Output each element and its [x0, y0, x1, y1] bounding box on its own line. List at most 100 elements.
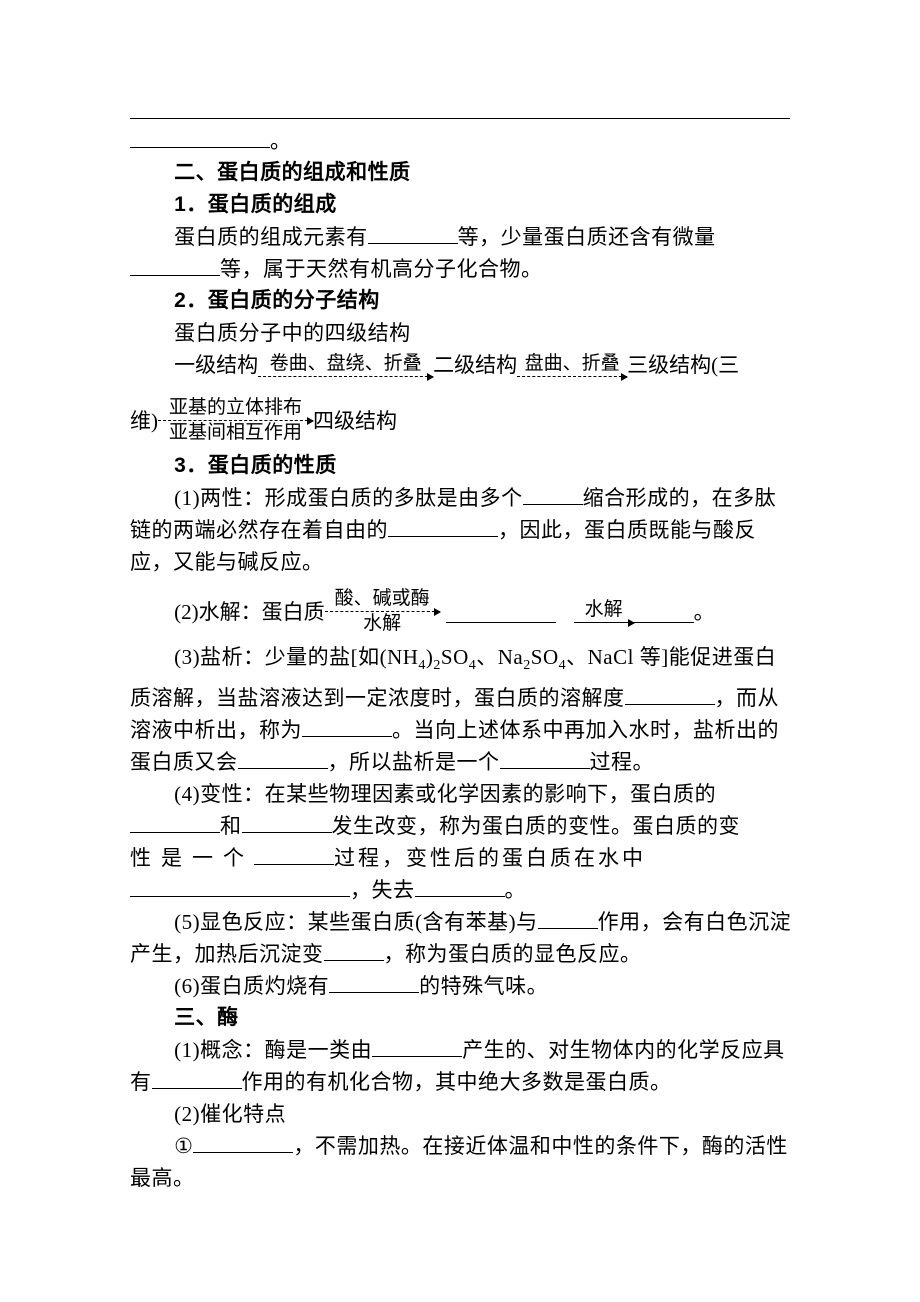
para: 蛋白质的组成元素有 等，少量蛋白质还含有微量 [130, 221, 792, 253]
para: 性是一个 过程，变性后的蛋白质在水中 [130, 842, 792, 874]
blank [329, 971, 419, 993]
blank [625, 683, 715, 705]
text: 。 [694, 596, 715, 628]
text: 。 [270, 129, 292, 153]
text: ，所以盐析是一个 [328, 750, 500, 774]
blank [500, 747, 590, 769]
blank [152, 1067, 242, 1089]
blank [302, 715, 392, 737]
text: 等，属于天然有机高分子化合物。 [220, 257, 543, 281]
arrow-frac: 酸、碱或酶 水解 [325, 588, 440, 635]
heading-2: 二、蛋白质的组成和性质 [130, 157, 792, 189]
text: (2)水解：蛋白质 [174, 596, 325, 628]
blank [242, 811, 332, 833]
text: 四级结构 [313, 405, 397, 437]
blank [538, 907, 598, 929]
arrow-frac: 水解 [574, 599, 634, 624]
arrow-frac: 亚基的立体排布 亚基间相互作用 [158, 397, 313, 444]
blank [254, 843, 334, 865]
text: 过程，变性后的蛋白质在水中 [334, 846, 646, 870]
blank [368, 222, 458, 244]
hydrolysis-row: (2)水解：蛋白质 酸、碱或酶 水解 水解 。 [174, 588, 792, 635]
solid-arrow-icon [574, 622, 634, 623]
heading-3: 1．蛋白质的组成 [130, 189, 792, 221]
text: 作用的有机化合物，其中绝大多数是蛋白质。 [242, 1070, 672, 1094]
para: 蛋白质分子中的四级结构 [130, 317, 792, 349]
blank [130, 811, 220, 833]
blank [130, 875, 350, 897]
para: (6)蛋白质灼烧有 的特殊气味。 [130, 970, 792, 1002]
blank [193, 1131, 293, 1153]
top-rule [130, 118, 790, 119]
text: 蛋白质的组成元素有 [174, 225, 368, 249]
text: ，失去 [350, 878, 415, 902]
para: ①，不需加热。在接近体温和中性的条件下，酶的活性最高。 [130, 1130, 792, 1194]
text: (3)盐析：少量的盐[如(NH [174, 645, 418, 669]
text: 三级结构(三 [627, 349, 739, 381]
subscript: 4 [559, 658, 567, 673]
text: 和 [220, 814, 242, 838]
text: (1)概念：酶是一类由 [174, 1038, 372, 1062]
subscript: 4 [418, 658, 426, 673]
document-page: 。 二、蛋白质的组成和性质 1．蛋白质的组成 蛋白质的组成元素有 等，少量蛋白质还… [130, 118, 792, 1194]
text: 盘曲、折叠 [525, 353, 620, 375]
blank [634, 601, 694, 623]
text: 过程。 [590, 750, 655, 774]
text: 的特殊气味。 [419, 974, 548, 998]
text: ① [174, 1134, 193, 1158]
para: ，失去 。 [130, 874, 792, 906]
blank [446, 601, 556, 623]
blank [372, 1035, 462, 1057]
text: 发生改变，称为蛋白质的变性。蛋白质的变 [332, 814, 741, 838]
blank [523, 483, 583, 505]
para: (1)概念：酶是一类由产生的、对生物体内的化学反应具有作用的有机化合物，其中绝大… [130, 1034, 792, 1098]
dashed-arrow-icon [325, 611, 440, 612]
text: 二级结构 [433, 349, 517, 381]
heading-3: 3．蛋白质的性质 [130, 450, 792, 482]
text: (4)变性：在某些物理因素或化学因素的影响下，蛋白质的 [174, 782, 716, 806]
text: SO [441, 645, 469, 669]
para: (2)催化特点 [130, 1098, 792, 1130]
para: (5)显色反应：某些蛋白质(含有苯基)与作用，会有白色沉淀产生，加热后沉淀变，称… [130, 906, 792, 970]
blank [415, 875, 505, 897]
text: 。 [505, 878, 527, 902]
structure-diagram-row2: 维) 亚基的立体排布 亚基间相互作用 四级结构 [130, 397, 792, 444]
blank-line-top: 。 [130, 125, 792, 157]
subscript: 2 [523, 658, 531, 673]
blank [238, 747, 328, 769]
text: (5)显色反应：某些蛋白质(含有苯基)与 [174, 910, 537, 934]
heading-2: 三、酶 [130, 1002, 792, 1034]
text: 水解 [585, 599, 623, 621]
subscript: 2 [433, 658, 441, 673]
text: 维) [130, 405, 158, 437]
blank [130, 254, 220, 276]
text: 卷曲、盘绕、折叠 [270, 353, 422, 375]
heading-3: 2．蛋白质的分子结构 [130, 285, 792, 317]
text: 亚基间相互作用 [169, 422, 302, 444]
para: 等，属于天然有机高分子化合物。 [130, 253, 792, 285]
structure-diagram-row1: 一级结构 卷曲、盘绕、折叠 二级结构 盘曲、折叠 三级结构(三 [174, 349, 792, 381]
text: 等，少量蛋白质还含有微量 [458, 225, 716, 249]
text: SO [531, 645, 559, 669]
para: (4)变性：在某些物理因素或化学因素的影响下，蛋白质的 [130, 778, 792, 810]
para: (1)两性：形成蛋白质的多肽是由多个缩合形成的，在多肽链的两端必然存在着自由的，… [130, 482, 792, 578]
text: (6)蛋白质灼烧有 [174, 974, 329, 998]
text: 性是一个 [130, 846, 254, 870]
para: 和 发生改变，称为蛋白质的变性。蛋白质的变 [130, 810, 792, 842]
blank [130, 126, 270, 148]
text: 、Na [476, 645, 523, 669]
para: (3)盐析：少量的盐[如(NH4)2SO4、Na2SO4、NaCl 等]能促进蛋… [130, 641, 792, 778]
text: ，称为蛋白质的显色反应。 [384, 942, 642, 966]
arrow-frac: 盘曲、折叠 [517, 353, 627, 378]
arrow-frac: 卷曲、盘绕、折叠 [258, 353, 433, 378]
text: 一级结构 [174, 349, 258, 381]
text: (1)两性：形成蛋白质的多肽是由多个 [174, 486, 523, 510]
dashed-arrow-icon [158, 420, 313, 421]
blank [388, 515, 498, 537]
blank [324, 939, 384, 961]
text: 酸、碱或酶 [335, 588, 430, 610]
text: 亚基的立体排布 [169, 397, 302, 419]
dashed-arrow-icon [258, 376, 433, 377]
dashed-arrow-icon [517, 376, 627, 377]
text: 水解 [363, 613, 401, 635]
